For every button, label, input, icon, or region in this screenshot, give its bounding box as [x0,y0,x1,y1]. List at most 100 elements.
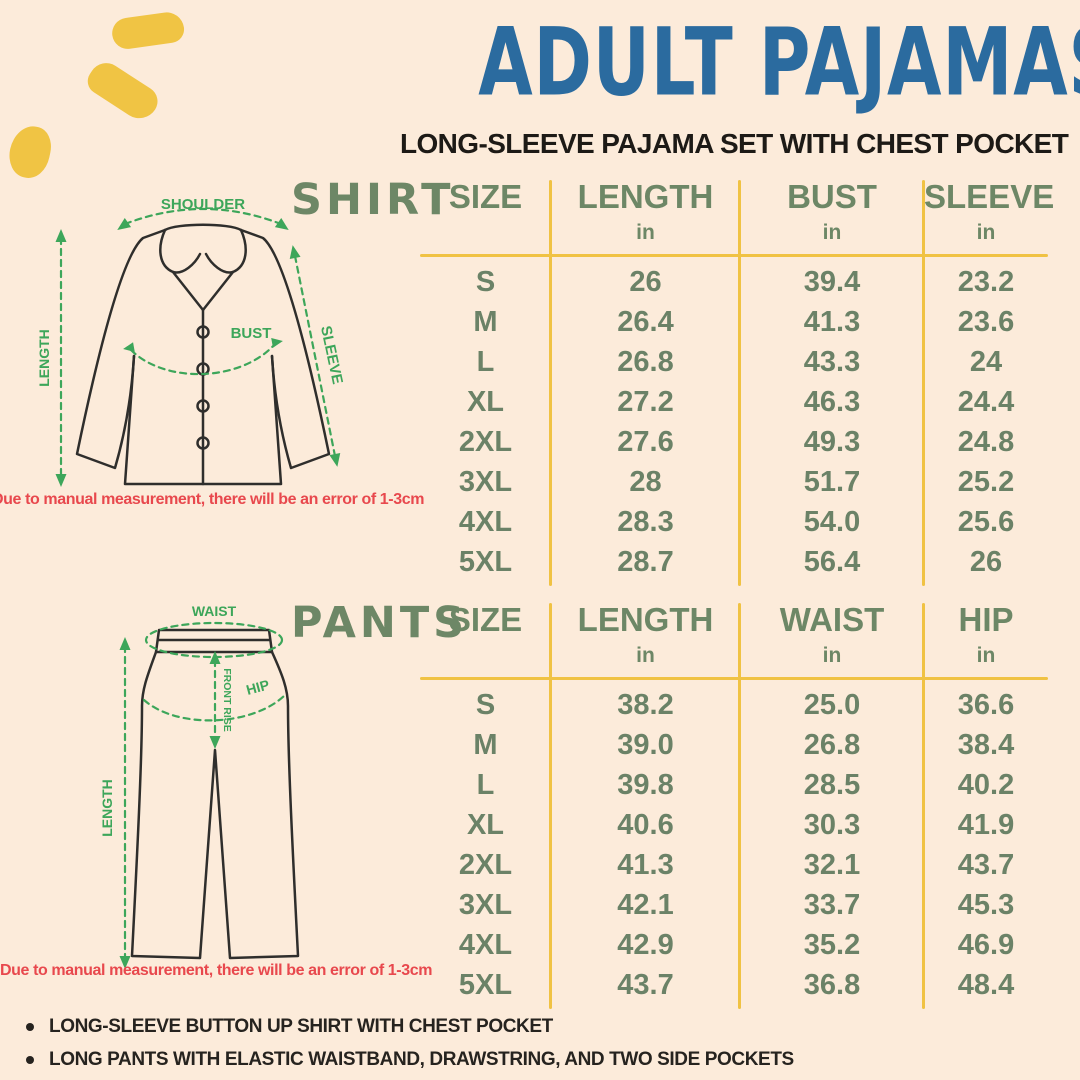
column-divider [738,603,741,1009]
cell-size: L [476,768,495,801]
cell-size: 3XL [458,465,513,498]
cell-length: 43.7 [617,968,674,1001]
cell-waist: 26.8 [803,728,861,761]
cell-size: 5XL [458,545,513,578]
decor-blob-icon [110,10,186,51]
column-header-length: LENGTH in [577,178,714,244]
table-row: XL 40.6 30.3 41.9 [420,805,1048,845]
shirt-outline [75,223,331,486]
cell-size: 4XL [458,928,513,961]
feature-text: LONG-SLEEVE BUTTON UP SHIRT WITH CHEST P… [49,1015,553,1037]
hip-label: HIP [244,676,271,697]
decor-blob-icon [5,122,55,182]
cell-waist: 28.5 [803,768,861,801]
cell-bust: 51.7 [803,465,861,498]
cell-hip: 41.9 [957,808,1015,841]
page-subtitle: LONG-SLEEVE PAJAMA SET WITH CHEST POCKET [400,128,1069,159]
pants-section-label: PANTS [291,598,469,648]
cell-length: 42.1 [617,888,674,921]
cell-hip: 38.4 [957,728,1015,761]
table-row: 4XL 28.3 54.0 25.6 [420,502,1048,542]
shirt-measurement-diagram: SHOULDER LENGTH BUST SLEEVE [36,196,346,487]
shoulder-label: SHOULDER [161,196,245,213]
cell-length: 38.2 [617,688,674,721]
column-header-hip: HIP in [958,601,1014,667]
waist-label: WAIST [192,603,237,619]
cell-waist: 35.2 [803,928,861,961]
table-row: 3XL 28 51.7 25.2 [420,462,1048,502]
column-divider [922,180,925,586]
cell-waist: 30.3 [803,808,861,841]
cell-size: XL [466,385,505,418]
shoulder-annotation: SHOULDER [117,196,289,231]
table-row: XL 27.2 46.3 24.4 [420,382,1048,422]
cell-sleeve: 25.2 [957,465,1015,498]
cell-sleeve: 25.6 [957,505,1015,538]
cell-bust: 39.4 [803,265,861,298]
cell-size: 5XL [458,968,513,1001]
cell-length: 28.3 [617,505,674,538]
cell-size: 2XL [458,425,513,458]
bust-annotation: BUST [123,325,283,376]
table-row: 3XL 42.1 33.7 45.3 [420,885,1048,925]
table-row: 4XL 42.9 35.2 46.9 [420,925,1048,965]
cell-size: S [475,688,496,721]
hip-annotation: HIP [142,676,288,722]
cell-length: 26.4 [617,305,674,338]
cell-hip: 45.3 [957,888,1015,921]
column-header-size: SIZE [448,601,523,638]
front-rise-label: FRONT RISE [221,668,233,732]
bullet-icon [26,1055,34,1064]
column-divider [549,603,552,1009]
cell-length: 27.6 [617,425,674,458]
pants-disclaimer: Due to manual measurement, there will be… [0,962,433,979]
cell-length: 39.0 [617,728,674,761]
cell-waist: 25.0 [803,688,861,721]
cell-waist: 32.1 [803,848,861,881]
table-row: 5XL 43.7 36.8 48.4 [420,965,1048,1005]
cell-hip: 40.2 [957,768,1015,801]
cell-sleeve: 24 [969,345,1003,378]
column-divider [738,180,741,586]
header-underline [420,254,1048,257]
length-label: LENGTH [99,779,115,837]
pants-outline [130,628,300,960]
column-header-sleeve: SLEEVE in [924,178,1055,244]
list-item: LONG-SLEEVE BUTTON UP SHIRT WITH CHEST P… [26,1010,794,1043]
header-underline [420,677,1048,680]
front-rise-annotation: FRONT RISE [209,651,233,749]
cell-length: 28 [629,465,662,498]
column-header-size: SIZE [448,178,523,215]
cell-size: 2XL [458,848,513,881]
pants-measurement-diagram: WAIST FRONT RISE HIP LENGTH [99,603,300,969]
column-header-length: LENGTH in [577,601,714,667]
bust-label: BUST [231,325,272,342]
cell-hip: 43.7 [957,848,1015,881]
shirt-table-header: SIZE LENGTH in BUST in SLEEVE in [420,178,1055,245]
cell-waist: 33.7 [803,888,861,921]
list-item: LONG PANTS WITH ELASTIC WAISTBAND, DRAWS… [26,1043,794,1076]
cell-size: M [473,305,498,338]
cell-hip: 36.6 [957,688,1015,721]
shirt-disclaimer: Due to manual measurement, there will be… [0,491,425,508]
cell-size: L [476,345,495,378]
cell-length: 40.6 [617,808,674,841]
cell-sleeve: 24.8 [957,425,1015,458]
pants-size-table: SIZE LENGTH in WAIST in HIP in S 38.2 25.0 … [420,601,1048,1013]
cell-bust: 56.4 [803,545,861,578]
cell-size: M [473,728,498,761]
cell-length: 39.8 [617,768,674,801]
cell-waist: 36.8 [803,968,861,1001]
cell-bust: 41.3 [803,305,861,338]
pants-table-body: S 38.2 25.0 36.6 M 39.0 26.8 38.4 L 39.8… [420,685,1048,1005]
shirt-table-body: S 26 39.4 23.2 M 26.4 41.3 23.6 L 26.8 4… [420,262,1048,582]
table-row: 2XL 41.3 32.1 43.7 [420,845,1048,885]
cell-hip: 46.9 [957,928,1015,961]
cell-length: 41.3 [617,848,674,881]
cell-length: 27.2 [617,385,674,418]
cell-length: 26.8 [617,345,674,378]
decor-blob-icon [82,56,164,126]
cell-length: 28.7 [617,545,674,578]
feature-text: LONG PANTS WITH ELASTIC WAISTBAND, DRAWS… [49,1048,794,1070]
